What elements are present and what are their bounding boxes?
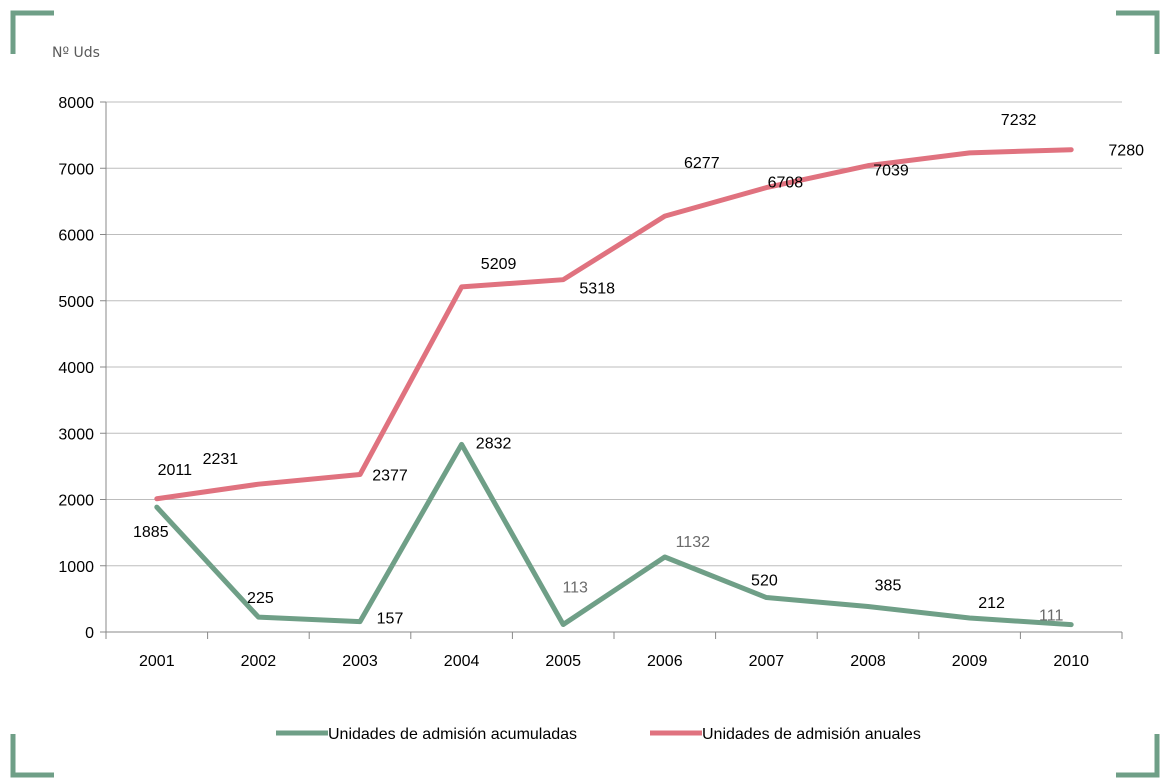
y-tick-label: 0 (85, 625, 94, 642)
data-label-series2-2004: 5209 (481, 256, 517, 273)
x-tick-label-2005: 2005 (545, 653, 581, 670)
y-tick-label: 5000 (58, 294, 94, 311)
y-tick-label: 1000 (58, 559, 94, 576)
x-tick-label-2002: 2002 (241, 653, 277, 670)
legend: Unidades de admisión acumuladas Unidades … (276, 726, 921, 743)
data-label-series2-2006: 6277 (684, 155, 720, 172)
y-tick-label: 4000 (58, 360, 94, 377)
data-label-series2-2009: 7232 (1001, 112, 1037, 129)
data-label-series1-2010: 111 (1039, 608, 1063, 625)
y-tick-label: 8000 (58, 95, 94, 112)
data-label-series1-2007: 520 (751, 573, 778, 590)
x-tick-label-2004: 2004 (444, 653, 480, 670)
data-label-series1-2006: 1132 (676, 534, 711, 551)
frame-corner-bottom-right (1116, 734, 1160, 778)
series-line-2 (154, 147, 1074, 502)
frame-corner-bottom-left (10, 734, 54, 778)
data-label-series2-2005: 5318 (579, 281, 615, 298)
x-tick-label-2001: 2001 (139, 653, 175, 670)
y-tick-label: 6000 (58, 228, 94, 245)
data-label-series2-2010: 7280 (1108, 143, 1144, 160)
x-tick-label-2010: 2010 (1053, 653, 1089, 670)
data-label-series1-2001: 1885 (133, 524, 169, 541)
frame-corner-top-right (1116, 10, 1160, 54)
x-tick-label-2008: 2008 (850, 653, 886, 670)
data-label-series1-2005: 113 (562, 580, 588, 597)
x-tick-label-2009: 2009 (952, 653, 988, 670)
x-tick-label-2007: 2007 (749, 653, 785, 670)
data-label-series2-2003: 2377 (372, 468, 408, 485)
y-axis-unit-label: Nº Uds (52, 45, 100, 61)
data-label-series2-2002: 2231 (203, 451, 239, 468)
legend-label-1: Unidades de admisión acumuladas (328, 726, 577, 743)
y-tick-label: 7000 (58, 161, 94, 178)
data-label-series1-2002: 225 (247, 590, 274, 607)
x-tick-label-2003: 2003 (342, 653, 378, 670)
series-line-1 (154, 441, 1074, 628)
data-label-series2-2007: 6708 (768, 175, 804, 192)
data-label-series1-2008: 385 (875, 577, 902, 594)
axes: 0 1000 2000 3000 4000 5000 6000 7000 8000 2001 200… (58, 95, 1123, 670)
data-label-series2-2001: 2011 (158, 462, 193, 479)
data-label-series1-2003: 157 (377, 611, 404, 628)
data-label-series1-2009: 212 (978, 595, 1005, 612)
y-tick-label: 2000 (58, 493, 94, 510)
legend-label-2: Unidades de admisión anuales (702, 726, 921, 743)
data-labels: 1885 225 157 2832 113 1132 520 385 212 111 2011 223… (133, 112, 1144, 628)
series-lines (154, 147, 1074, 628)
data-label-series2-2008: 7039 (873, 163, 909, 180)
x-tick-label-2006: 2006 (647, 653, 683, 670)
frame-corner-top-left (10, 10, 54, 54)
gridlines (106, 101, 1122, 633)
y-tick-label: 3000 (58, 426, 94, 443)
data-label-series1-2004: 2832 (476, 435, 512, 452)
